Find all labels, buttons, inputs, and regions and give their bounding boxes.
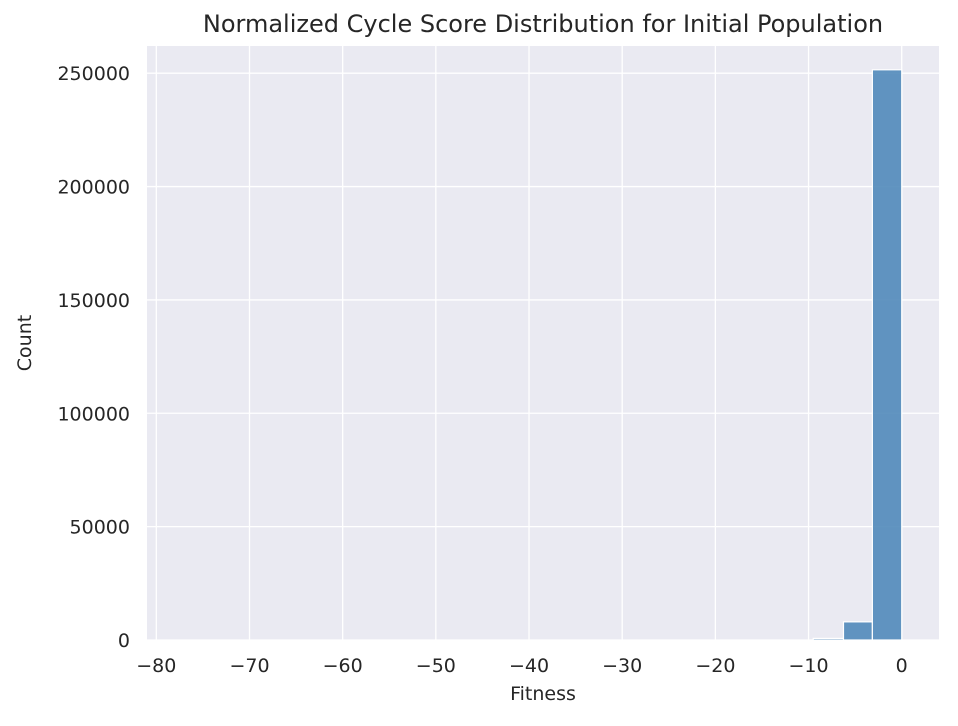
y-tick-label: 150000 — [57, 290, 130, 312]
x-tick-label: −70 — [229, 655, 269, 677]
y-tick-label: 100000 — [57, 403, 130, 425]
histogram-bar — [812, 637, 845, 641]
y-tick-label: 250000 — [57, 63, 130, 85]
x-tick-label: 0 — [896, 655, 908, 677]
histogram-bar — [871, 69, 903, 641]
y-tick-label: 50000 — [70, 517, 130, 539]
chart-title: Normalized Cycle Score Distribution for … — [203, 10, 883, 38]
grid-lines — [147, 46, 939, 641]
plot-area — [147, 46, 939, 640]
x-tick-label: −50 — [416, 655, 456, 677]
x-tick-label: −30 — [602, 655, 642, 677]
x-tick-label: −40 — [509, 655, 549, 677]
x-tick-labels: −80 −70 −60 −50 −40 −30 −20 −10 0 — [136, 655, 908, 677]
x-tick-label: −60 — [323, 655, 363, 677]
y-axis-label: Count — [14, 315, 36, 371]
y-tick-labels: 0 50000 100000 150000 200000 250000 — [57, 63, 130, 652]
bars — [812, 69, 903, 641]
y-tick-label: 200000 — [57, 177, 130, 199]
x-axis-label: Fitness — [510, 683, 576, 705]
y-tick-label: 0 — [118, 630, 130, 652]
x-tick-label: −20 — [695, 655, 735, 677]
histogram-bar — [842, 621, 873, 641]
x-tick-label: −80 — [136, 655, 176, 677]
x-tick-label: −10 — [788, 655, 828, 677]
